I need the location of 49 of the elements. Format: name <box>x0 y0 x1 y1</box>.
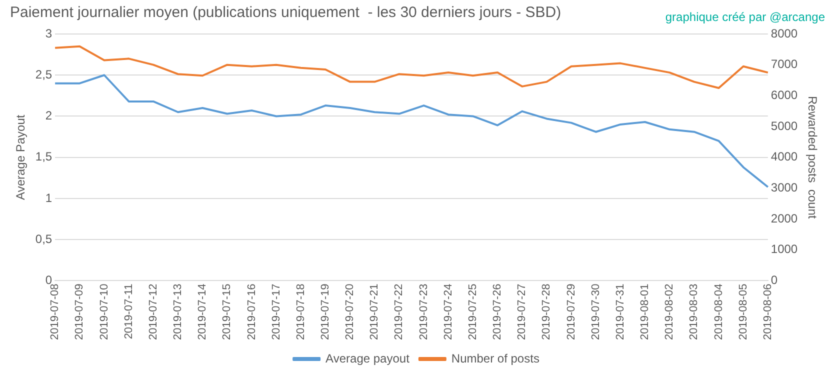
y2-axis-title: Rewarded posts count <box>805 96 820 220</box>
y2-tick-label: 8000 <box>770 26 798 40</box>
x-tick-label: 2019-07-21 <box>368 284 381 340</box>
y-tick-label: 2 <box>45 108 52 123</box>
x-tick-label: 2019-07-30 <box>590 284 602 340</box>
x-tick-label: 2019-07-11 <box>122 284 135 340</box>
x-tick-label: 2019-07-09 <box>74 284 86 340</box>
x-tick-label: 2019-07-18 <box>294 284 307 340</box>
x-tick-label: 2019-07-17 <box>270 284 282 340</box>
y2-tick-label: 3000 <box>770 180 798 195</box>
x-tick-label: 2019-07-08 <box>49 284 62 340</box>
x-tick-label: 2019-07-29 <box>565 284 578 340</box>
x-tick-label: 2019-07-27 <box>516 284 528 340</box>
y2-tick-label: 7000 <box>770 57 798 72</box>
x-tick-label: 2019-07-31 <box>614 284 626 340</box>
x-tick-label: 2019-08-03 <box>688 284 700 340</box>
y-tick-label: 2,5 <box>35 67 52 82</box>
y2-tick-label: 5000 <box>770 118 798 133</box>
x-tick-label: 2019-07-20 <box>344 284 356 340</box>
y-tick-label: 0,5 <box>35 232 52 246</box>
x-tick-label: 2019-07-25 <box>466 284 479 340</box>
x-tick-label: 2019-08-05 <box>737 284 750 340</box>
y-axis-title: Average Payout <box>14 114 28 200</box>
y-tick-label: 3 <box>45 26 52 40</box>
x-tick-label: 2019-07-15 <box>221 284 234 340</box>
text: graphique créé par @arcange <box>665 10 825 24</box>
y-tick-label: 1 <box>45 190 52 205</box>
chart-title: Paiement journalier moyen (publications uniquement - les 30 derniers jours - SBD) <box>10 4 562 22</box>
x-tick-label: 2019-07-14 <box>196 284 209 340</box>
x-tick-label: 2019-07-28 <box>540 284 553 340</box>
y2-tick-label: 1000 <box>770 242 798 256</box>
x-tick-label: 2019-07-23 <box>418 284 430 340</box>
legend-label: Number of posts <box>451 351 540 366</box>
x-tick-label: 2019-07-12 <box>147 284 160 340</box>
y2-tick-label: 6000 <box>770 88 798 102</box>
y-tick-label: 1,5 <box>35 150 52 164</box>
x-tick-label: 2019-07-24 <box>442 284 454 340</box>
x-tick-label: 2019-07-19 <box>319 284 332 340</box>
x-tick-label: 2019-08-04 <box>712 284 725 340</box>
legend-label: Average payout <box>326 351 410 366</box>
x-tick-label: 2019-07-13 <box>172 284 184 340</box>
y2-tick-label: 4000 <box>770 150 798 164</box>
y2-tick-label: 2000 <box>770 211 798 226</box>
x-tick-label: 2019-08-01 <box>639 284 652 340</box>
x-tick-label: 2019-07-26 <box>492 284 504 340</box>
x-tick-label: 2019-07-16 <box>246 284 258 340</box>
x-tick-label: 2019-07-10 <box>98 284 110 340</box>
x-tick-label: 2019-08-02 <box>664 284 676 340</box>
x-tick-label: 2019-07-22 <box>393 284 406 340</box>
